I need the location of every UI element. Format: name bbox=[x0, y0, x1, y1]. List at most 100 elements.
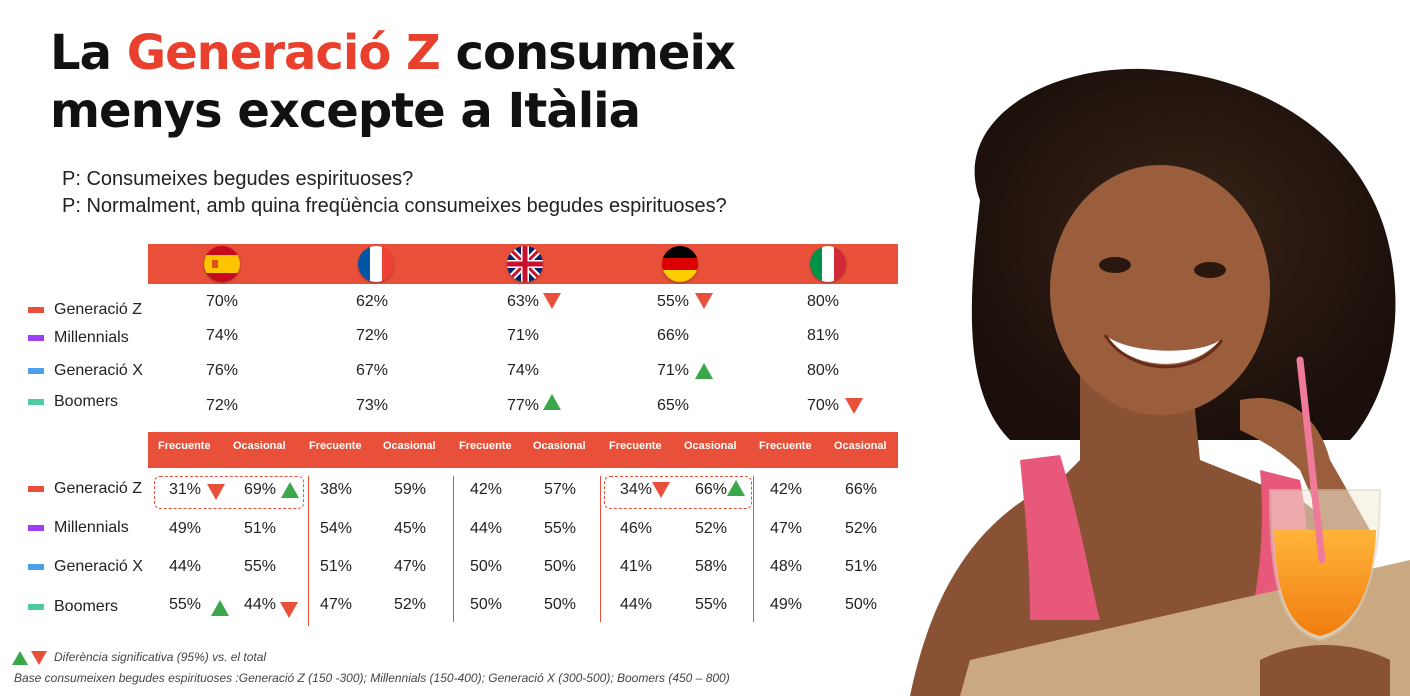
cell: 49% bbox=[169, 520, 202, 537]
sub-header-frequent: Frecuente bbox=[609, 440, 662, 452]
cell: 74% bbox=[507, 362, 540, 379]
cell: 66% bbox=[845, 481, 878, 498]
cell: 51% bbox=[244, 520, 277, 537]
millennials-swatch bbox=[28, 335, 44, 341]
legend-label: Millennials bbox=[54, 519, 129, 536]
base-footnote: Base consumeixen begudes espirituoses :G… bbox=[14, 671, 730, 685]
cell: 66% bbox=[695, 481, 728, 498]
cell: 67% bbox=[356, 362, 389, 379]
questions: P: Consumeixes begudes espirituoses? P: … bbox=[62, 166, 727, 220]
frequency-header-bar bbox=[148, 432, 898, 468]
cell: 77% bbox=[507, 397, 540, 414]
germany-flag-icon bbox=[662, 246, 698, 282]
cell: 58% bbox=[695, 558, 728, 575]
cell: 47% bbox=[320, 596, 353, 613]
boomers-swatch bbox=[28, 604, 44, 610]
cell: 72% bbox=[206, 397, 239, 414]
page-title: La Generació Z consumeix menys excepte a… bbox=[50, 24, 736, 140]
sub-header-occasional: Ocasional bbox=[533, 440, 586, 452]
cell: 55% bbox=[657, 293, 690, 310]
sub-header-occasional: Ocasional bbox=[233, 440, 286, 452]
sub-header-occasional: Ocasional bbox=[684, 440, 737, 452]
spain-flag-icon bbox=[204, 246, 240, 282]
legend-millennials: Millennials bbox=[28, 329, 129, 347]
legend-boomers: Boomers bbox=[28, 598, 118, 616]
cell: 71% bbox=[507, 327, 540, 344]
legend-label: Generació Z bbox=[54, 480, 143, 497]
cell: 31% bbox=[169, 481, 202, 498]
column-divider bbox=[753, 476, 754, 622]
legend-label: Generació X bbox=[54, 362, 143, 379]
cell: 50% bbox=[470, 558, 503, 575]
cell: 63% bbox=[507, 293, 540, 310]
france-flag-icon bbox=[358, 246, 394, 282]
cell: 70% bbox=[206, 293, 239, 310]
cell: 34% bbox=[620, 481, 653, 498]
down-arrow-icon bbox=[845, 398, 863, 414]
woman-drinking-photo bbox=[910, 68, 1410, 696]
cell: 47% bbox=[394, 558, 427, 575]
legend-label: Generació X bbox=[54, 558, 143, 575]
up-arrow-icon bbox=[281, 482, 299, 498]
up-arrow-icon bbox=[727, 480, 745, 496]
cell: 69% bbox=[244, 481, 277, 498]
legend-up-arrow-icon bbox=[12, 651, 28, 665]
cell: 48% bbox=[770, 558, 803, 575]
cell: 65% bbox=[657, 397, 690, 414]
title-highlight: Generació Z bbox=[126, 25, 441, 81]
question-1: P: Consumeixes begudes espirituoses? bbox=[62, 168, 414, 190]
legend-genz: Generació Z bbox=[28, 480, 142, 498]
genx-swatch bbox=[28, 564, 44, 570]
cell: 49% bbox=[770, 596, 803, 613]
cell: 59% bbox=[394, 481, 427, 498]
cell: 55% bbox=[544, 520, 577, 537]
cell: 41% bbox=[620, 558, 653, 575]
down-arrow-icon bbox=[207, 484, 225, 500]
cell: 55% bbox=[695, 596, 728, 613]
up-arrow-icon bbox=[543, 394, 561, 410]
legend-boomers: Boomers bbox=[28, 393, 118, 411]
highlight-box-spain-genz bbox=[154, 476, 304, 509]
legend-label: Millennials bbox=[54, 329, 129, 346]
cell: 76% bbox=[206, 362, 239, 379]
legend-label: Boomers bbox=[54, 598, 119, 615]
cell: 44% bbox=[169, 558, 202, 575]
legend-label: Generació Z bbox=[54, 301, 143, 318]
title-line-2: menys excepte a Itàlia bbox=[50, 83, 641, 139]
cell: 57% bbox=[544, 481, 577, 498]
cell: 74% bbox=[206, 327, 239, 344]
sub-header-occasional: Ocasional bbox=[383, 440, 436, 452]
cell: 72% bbox=[356, 327, 389, 344]
title-line-1: La Generació Z consumeix bbox=[50, 24, 736, 82]
italy-flag-icon bbox=[810, 246, 846, 282]
cell: 38% bbox=[320, 481, 353, 498]
column-divider bbox=[308, 476, 309, 626]
column-divider bbox=[453, 476, 454, 622]
cell: 55% bbox=[169, 596, 202, 613]
cell: 44% bbox=[244, 596, 277, 613]
legend-genx: Generació X bbox=[28, 362, 143, 380]
cell: 62% bbox=[356, 293, 389, 310]
sub-header-frequent: Frecuente bbox=[309, 440, 362, 452]
down-arrow-icon bbox=[652, 482, 670, 498]
cell: 50% bbox=[544, 558, 577, 575]
cell: 52% bbox=[394, 596, 427, 613]
cell: 51% bbox=[320, 558, 353, 575]
down-arrow-icon bbox=[280, 602, 298, 618]
cell: 42% bbox=[770, 481, 803, 498]
uk-flag-icon bbox=[507, 246, 543, 282]
cell: 50% bbox=[845, 596, 878, 613]
legend-genz: Generació Z bbox=[28, 301, 142, 319]
up-arrow-icon bbox=[695, 363, 713, 379]
cell: 80% bbox=[807, 293, 840, 310]
up-arrow-icon bbox=[211, 600, 229, 616]
legend-label: Boomers bbox=[54, 393, 119, 410]
title-part-2: consumeix bbox=[439, 25, 736, 81]
column-divider bbox=[600, 476, 601, 622]
cell: 80% bbox=[807, 362, 840, 379]
sub-header-frequent: Frecuente bbox=[459, 440, 512, 452]
highlight-box-germany-genz bbox=[604, 476, 752, 509]
cell: 73% bbox=[356, 397, 389, 414]
cell: 52% bbox=[695, 520, 728, 537]
cell: 55% bbox=[244, 558, 277, 575]
